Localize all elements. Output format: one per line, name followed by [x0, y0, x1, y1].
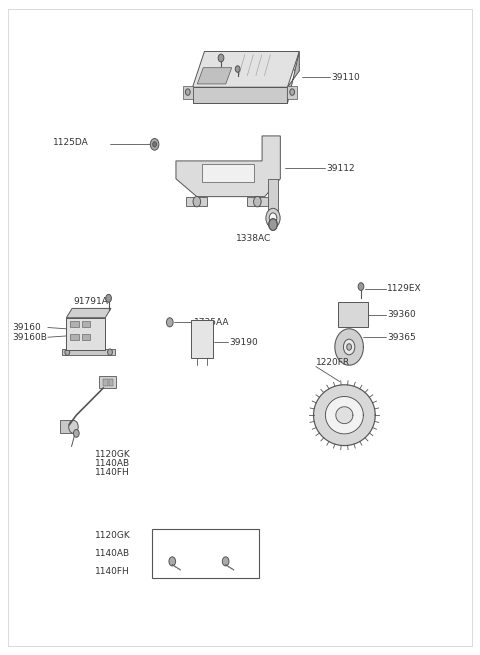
Polygon shape — [336, 407, 353, 424]
Text: 1140AB: 1140AB — [96, 549, 131, 557]
Circle shape — [269, 219, 277, 231]
Bar — [61, 349, 115, 356]
Circle shape — [73, 430, 79, 438]
Circle shape — [108, 349, 112, 356]
Bar — [338, 301, 368, 328]
Polygon shape — [335, 329, 363, 365]
Text: 1129EX: 1129EX — [387, 284, 422, 293]
Circle shape — [343, 339, 355, 355]
Polygon shape — [176, 136, 280, 196]
Polygon shape — [197, 67, 232, 84]
Circle shape — [358, 283, 364, 290]
Text: 1220FR: 1220FR — [316, 358, 350, 367]
Circle shape — [153, 141, 156, 147]
Bar — [82, 321, 90, 328]
Text: 1140EB: 1140EB — [215, 533, 250, 542]
Polygon shape — [192, 52, 300, 87]
Circle shape — [290, 89, 295, 96]
Polygon shape — [66, 309, 111, 318]
Circle shape — [193, 196, 201, 207]
Bar — [192, 320, 213, 358]
Bar — [98, 376, 116, 388]
Bar — [288, 86, 297, 98]
Text: 39190: 39190 — [229, 338, 258, 347]
Circle shape — [69, 421, 78, 434]
Bar — [70, 321, 79, 328]
Polygon shape — [247, 196, 268, 206]
Text: 39110: 39110 — [331, 73, 360, 82]
Circle shape — [218, 54, 224, 62]
Polygon shape — [202, 164, 254, 182]
Bar — [70, 334, 79, 341]
Circle shape — [266, 208, 280, 228]
Circle shape — [222, 557, 229, 566]
Bar — [152, 529, 259, 578]
Circle shape — [235, 66, 240, 72]
Text: 1735AA: 1735AA — [193, 318, 229, 327]
Bar — [109, 379, 113, 386]
Circle shape — [167, 318, 173, 327]
Polygon shape — [268, 179, 278, 218]
Text: 39360: 39360 — [387, 310, 416, 319]
Text: 91791A: 91791A — [73, 297, 108, 306]
Text: 1129AE: 1129AE — [267, 64, 301, 73]
Circle shape — [150, 138, 159, 150]
Text: 1140AB: 1140AB — [96, 458, 131, 468]
Bar — [82, 334, 90, 341]
Polygon shape — [186, 196, 207, 206]
Text: 1120GK: 1120GK — [96, 531, 131, 540]
Bar — [103, 379, 108, 386]
Text: 1140FH: 1140FH — [96, 468, 130, 477]
Bar — [183, 86, 192, 98]
Circle shape — [185, 89, 190, 96]
Polygon shape — [288, 52, 300, 103]
Text: 1129EE: 1129EE — [162, 533, 196, 542]
Text: 39365: 39365 — [387, 333, 416, 342]
Circle shape — [106, 294, 111, 302]
Circle shape — [65, 349, 70, 356]
Circle shape — [269, 213, 277, 223]
Text: 39160: 39160 — [12, 323, 41, 332]
Text: 1338AC: 1338AC — [237, 234, 272, 244]
Text: 1140FY: 1140FY — [262, 52, 296, 60]
Circle shape — [253, 196, 261, 207]
Bar — [60, 421, 74, 434]
Polygon shape — [66, 318, 105, 350]
Circle shape — [347, 344, 351, 350]
Circle shape — [169, 557, 176, 566]
Polygon shape — [313, 384, 375, 445]
Text: 1125DA: 1125DA — [53, 138, 88, 147]
Text: 39112: 39112 — [326, 164, 355, 172]
Text: 1120GK: 1120GK — [96, 449, 131, 458]
Polygon shape — [192, 87, 288, 103]
Polygon shape — [325, 396, 363, 434]
Text: 39160B: 39160B — [12, 333, 47, 342]
Text: 1140FH: 1140FH — [96, 567, 130, 576]
